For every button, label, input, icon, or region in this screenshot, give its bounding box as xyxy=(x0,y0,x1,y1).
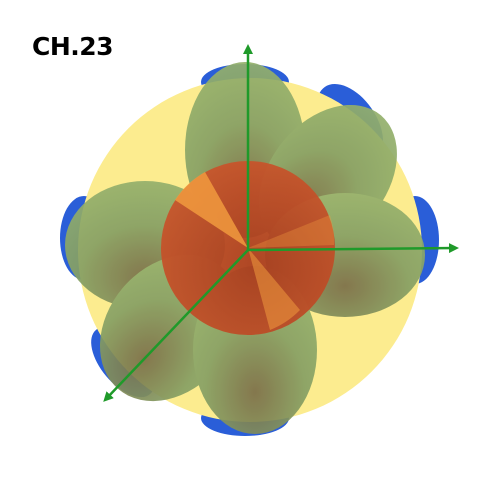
three-axis-arrows-icon xyxy=(103,44,459,402)
core-highlight-right xyxy=(248,215,335,248)
page-title: CH.23 xyxy=(32,32,114,61)
core-highlight-upper xyxy=(175,172,248,248)
y-axis-arrow xyxy=(247,243,459,254)
core-highlight-lower xyxy=(248,248,300,330)
x-axis-arrow xyxy=(103,249,249,402)
